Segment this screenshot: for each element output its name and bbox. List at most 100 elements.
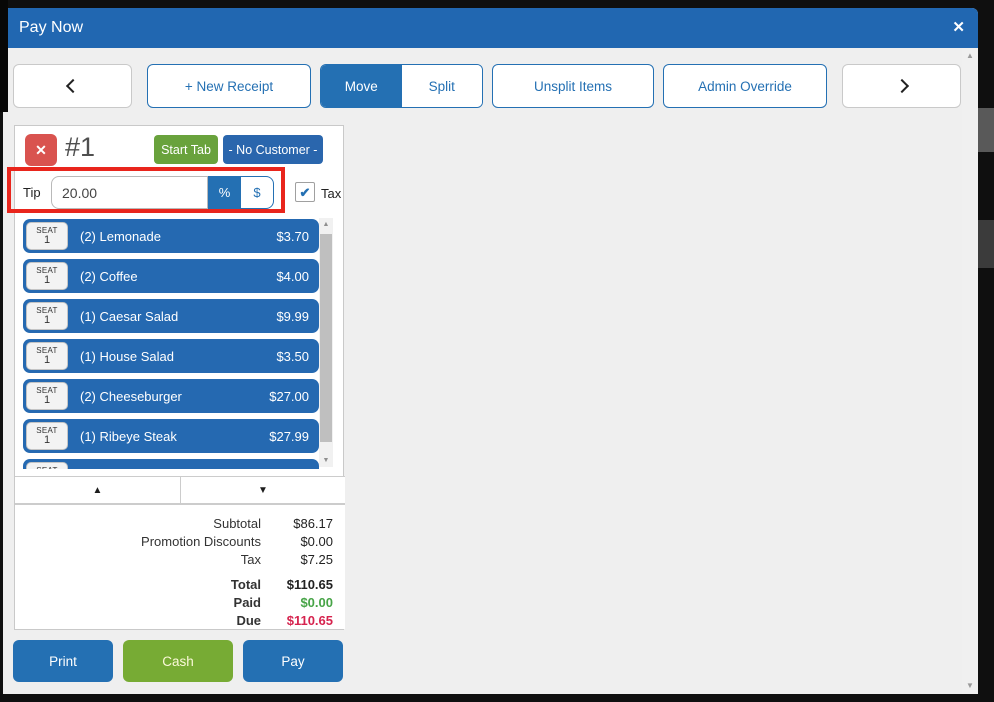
tab-split[interactable]: Split xyxy=(401,65,482,107)
tax-label: Tax xyxy=(321,186,342,201)
scrollbar-thumb[interactable] xyxy=(320,234,332,442)
seat-number: 1 xyxy=(43,394,51,406)
seat-number: 1 xyxy=(43,234,51,246)
item-price: $9.00 xyxy=(276,469,309,470)
chevron-left-icon xyxy=(65,78,80,94)
item-price: $3.50 xyxy=(276,348,309,364)
background-block xyxy=(0,0,8,112)
new-receipt-button[interactable]: + New Receipt xyxy=(147,64,311,108)
move-down-button[interactable]: ▼ xyxy=(181,477,345,503)
tax-checkbox[interactable]: ✔ xyxy=(295,182,315,202)
cash-button[interactable]: Cash xyxy=(123,640,233,682)
move-split-toggle: Move Split xyxy=(320,64,483,108)
tip-input[interactable] xyxy=(51,176,208,209)
background-block xyxy=(977,220,994,268)
item-name: (2) Coffee xyxy=(80,268,138,284)
tip-percent-button[interactable]: % xyxy=(208,176,241,209)
print-button[interactable]: Print xyxy=(13,640,113,682)
seat-badge: SEAT 1 xyxy=(26,302,68,330)
item-price: $27.00 xyxy=(269,388,309,404)
order-item-row[interactable]: SEAT 1 (2) Lemonade $3.70 xyxy=(23,219,319,253)
total-row: Total $110.65 xyxy=(15,575,345,593)
close-icon[interactable]: ✕ xyxy=(952,19,965,36)
dialog-title: Pay Now xyxy=(19,19,84,36)
background-block xyxy=(977,108,994,152)
seat-badge: SEAT 1 xyxy=(26,382,68,410)
x-icon: ✕ xyxy=(35,141,47,158)
seat-word: SEAT xyxy=(36,466,58,469)
next-receipt-button[interactable] xyxy=(842,64,961,108)
order-item-row[interactable]: SEAT 1 (1) Club Sand $9.00 xyxy=(23,459,319,469)
dialog-scrollbar[interactable]: ▲ ▼ xyxy=(962,48,978,694)
tip-label: Tip xyxy=(23,185,41,200)
seat-number: 1 xyxy=(43,434,51,446)
scroll-up-icon[interactable]: ▲ xyxy=(322,221,330,228)
order-item-row[interactable]: SEAT 1 (2) Cheeseburger $27.00 xyxy=(23,379,319,413)
paid-row: Paid $0.00 xyxy=(15,593,345,611)
items-scrollbar[interactable]: ▲ ▼ xyxy=(319,218,333,467)
tip-dollar-button[interactable]: $ xyxy=(241,176,274,209)
checkmark-icon: ✔ xyxy=(299,184,311,200)
paid-value: $0.00 xyxy=(300,594,333,610)
tip-input-group: % $ xyxy=(51,176,274,209)
up-triangle-icon: ▲ xyxy=(92,484,103,496)
scroll-up-icon[interactable]: ▲ xyxy=(966,51,974,60)
seat-word: SEAT xyxy=(36,386,58,395)
seat-number: 1 xyxy=(43,354,51,366)
subtotal-label: Subtotal xyxy=(213,515,261,531)
seat-badge: SEAT 1 xyxy=(26,262,68,290)
item-name: (1) Club Sand xyxy=(80,469,160,470)
order-item-row[interactable]: SEAT 1 (1) Caesar Salad $9.99 xyxy=(23,299,319,333)
total-value: $110.65 xyxy=(286,576,333,592)
unsplit-items-button[interactable]: Unsplit Items xyxy=(492,64,654,108)
item-price: $27.99 xyxy=(269,428,309,444)
start-tab-button[interactable]: Start Tab xyxy=(154,135,218,164)
order-items-list: SEAT 1 (2) Lemonade $3.70 SEAT 1 (2) Cof… xyxy=(15,216,345,469)
seat-word: SEAT xyxy=(36,226,58,235)
seat-word: SEAT xyxy=(36,426,58,435)
order-item-row[interactable]: SEAT 1 (2) Coffee $4.00 xyxy=(23,259,319,293)
seat-word: SEAT xyxy=(36,346,58,355)
seat-badge: SEAT 1 xyxy=(26,222,68,250)
order-item-row[interactable]: SEAT 1 (1) House Salad $3.50 xyxy=(23,339,319,373)
pay-button[interactable]: Pay xyxy=(243,640,343,682)
item-name: (1) House Salad xyxy=(80,348,174,364)
item-price: $9.99 xyxy=(276,308,309,324)
dialog-header: Pay Now ✕ xyxy=(3,8,978,48)
promotion-discounts-row: Promotion Discounts $0.00 xyxy=(15,532,345,550)
total-label: Total xyxy=(230,576,261,592)
paid-label: Paid xyxy=(233,594,261,610)
due-label: Due xyxy=(236,612,261,628)
receipt-panel: ✕ #1 Start Tab - No Customer - Tip % $ ✔… xyxy=(14,125,345,630)
seat-word: SEAT xyxy=(36,266,58,275)
pay-now-dialog: Pay Now ✕ ▲ ▼ + New Receipt Move Split U… xyxy=(3,8,978,694)
item-price: $4.00 xyxy=(276,268,309,284)
tax-value-label: Tax xyxy=(240,551,261,567)
tax-value: $7.25 xyxy=(300,551,333,567)
due-value: $110.65 xyxy=(286,612,333,628)
remove-receipt-button[interactable]: ✕ xyxy=(25,134,57,166)
totals-section: Subtotal $86.17 Promotion Discounts $0.0… xyxy=(15,504,345,629)
seat-number: 1 xyxy=(43,274,51,286)
admin-override-button[interactable]: Admin Override xyxy=(663,64,827,108)
tab-move[interactable]: Move xyxy=(321,65,402,107)
seat-badge: SEAT 1 xyxy=(26,422,68,450)
promotion-discounts-label: Promotion Discounts xyxy=(141,533,261,549)
chevron-right-icon xyxy=(894,78,909,94)
order-item-row[interactable]: SEAT 1 (1) Ribeye Steak $27.99 xyxy=(23,419,319,453)
seat-word: SEAT xyxy=(36,306,58,315)
due-row: Due $110.65 xyxy=(15,611,345,629)
receipt-number: #1 xyxy=(65,132,96,162)
promotion-discounts-value: $0.00 xyxy=(300,533,333,549)
item-price: $3.70 xyxy=(276,228,309,244)
seat-badge: SEAT 1 xyxy=(26,342,68,370)
move-up-button[interactable]: ▲ xyxy=(15,477,181,503)
item-name: (2) Lemonade xyxy=(80,228,161,244)
subtotal-value: $86.17 xyxy=(293,515,333,531)
no-customer-button[interactable]: - No Customer - xyxy=(223,135,323,164)
scroll-down-icon[interactable]: ▼ xyxy=(966,681,974,690)
item-name: (1) Caesar Salad xyxy=(80,308,179,324)
scroll-down-icon[interactable]: ▼ xyxy=(322,457,330,464)
tax-row: Tax $7.25 xyxy=(15,550,345,568)
previous-receipt-button[interactable] xyxy=(13,64,132,108)
